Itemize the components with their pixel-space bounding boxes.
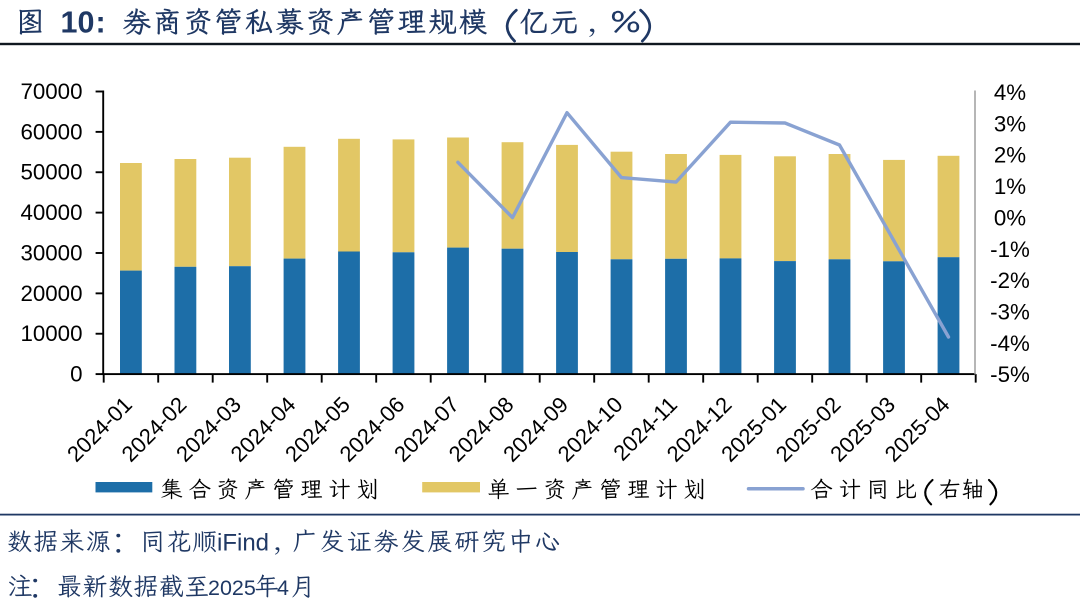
svg-text:70000: 70000 <box>20 79 82 104</box>
svg-text:1%: 1% <box>994 174 1026 199</box>
svg-text:iFind: iFind <box>217 530 269 557</box>
svg-text:20000: 20000 <box>20 281 82 306</box>
svg-text:0: 0 <box>70 362 82 387</box>
svg-text:30000: 30000 <box>20 241 82 266</box>
svg-text:40000: 40000 <box>20 200 82 225</box>
svg-text:4: 4 <box>277 576 289 600</box>
svg-text:4%: 4% <box>994 80 1026 105</box>
svg-text:0%: 0% <box>994 205 1026 230</box>
svg-text:2%: 2% <box>994 143 1026 168</box>
svg-text:-2%: -2% <box>990 268 1030 293</box>
svg-text:-3%: -3% <box>990 300 1030 325</box>
svg-text:60000: 60000 <box>20 119 82 144</box>
svg-text:-5%: -5% <box>990 362 1030 387</box>
svg-text:10: 10 <box>61 6 95 40</box>
svg-text:2025: 2025 <box>208 576 256 600</box>
svg-text:-1%: -1% <box>990 237 1030 262</box>
svg-text::: : <box>96 6 106 40</box>
svg-text:3%: 3% <box>994 111 1026 136</box>
svg-text:10000: 10000 <box>20 321 82 346</box>
svg-text:50000: 50000 <box>20 160 82 185</box>
svg-text:-4%: -4% <box>990 331 1030 356</box>
